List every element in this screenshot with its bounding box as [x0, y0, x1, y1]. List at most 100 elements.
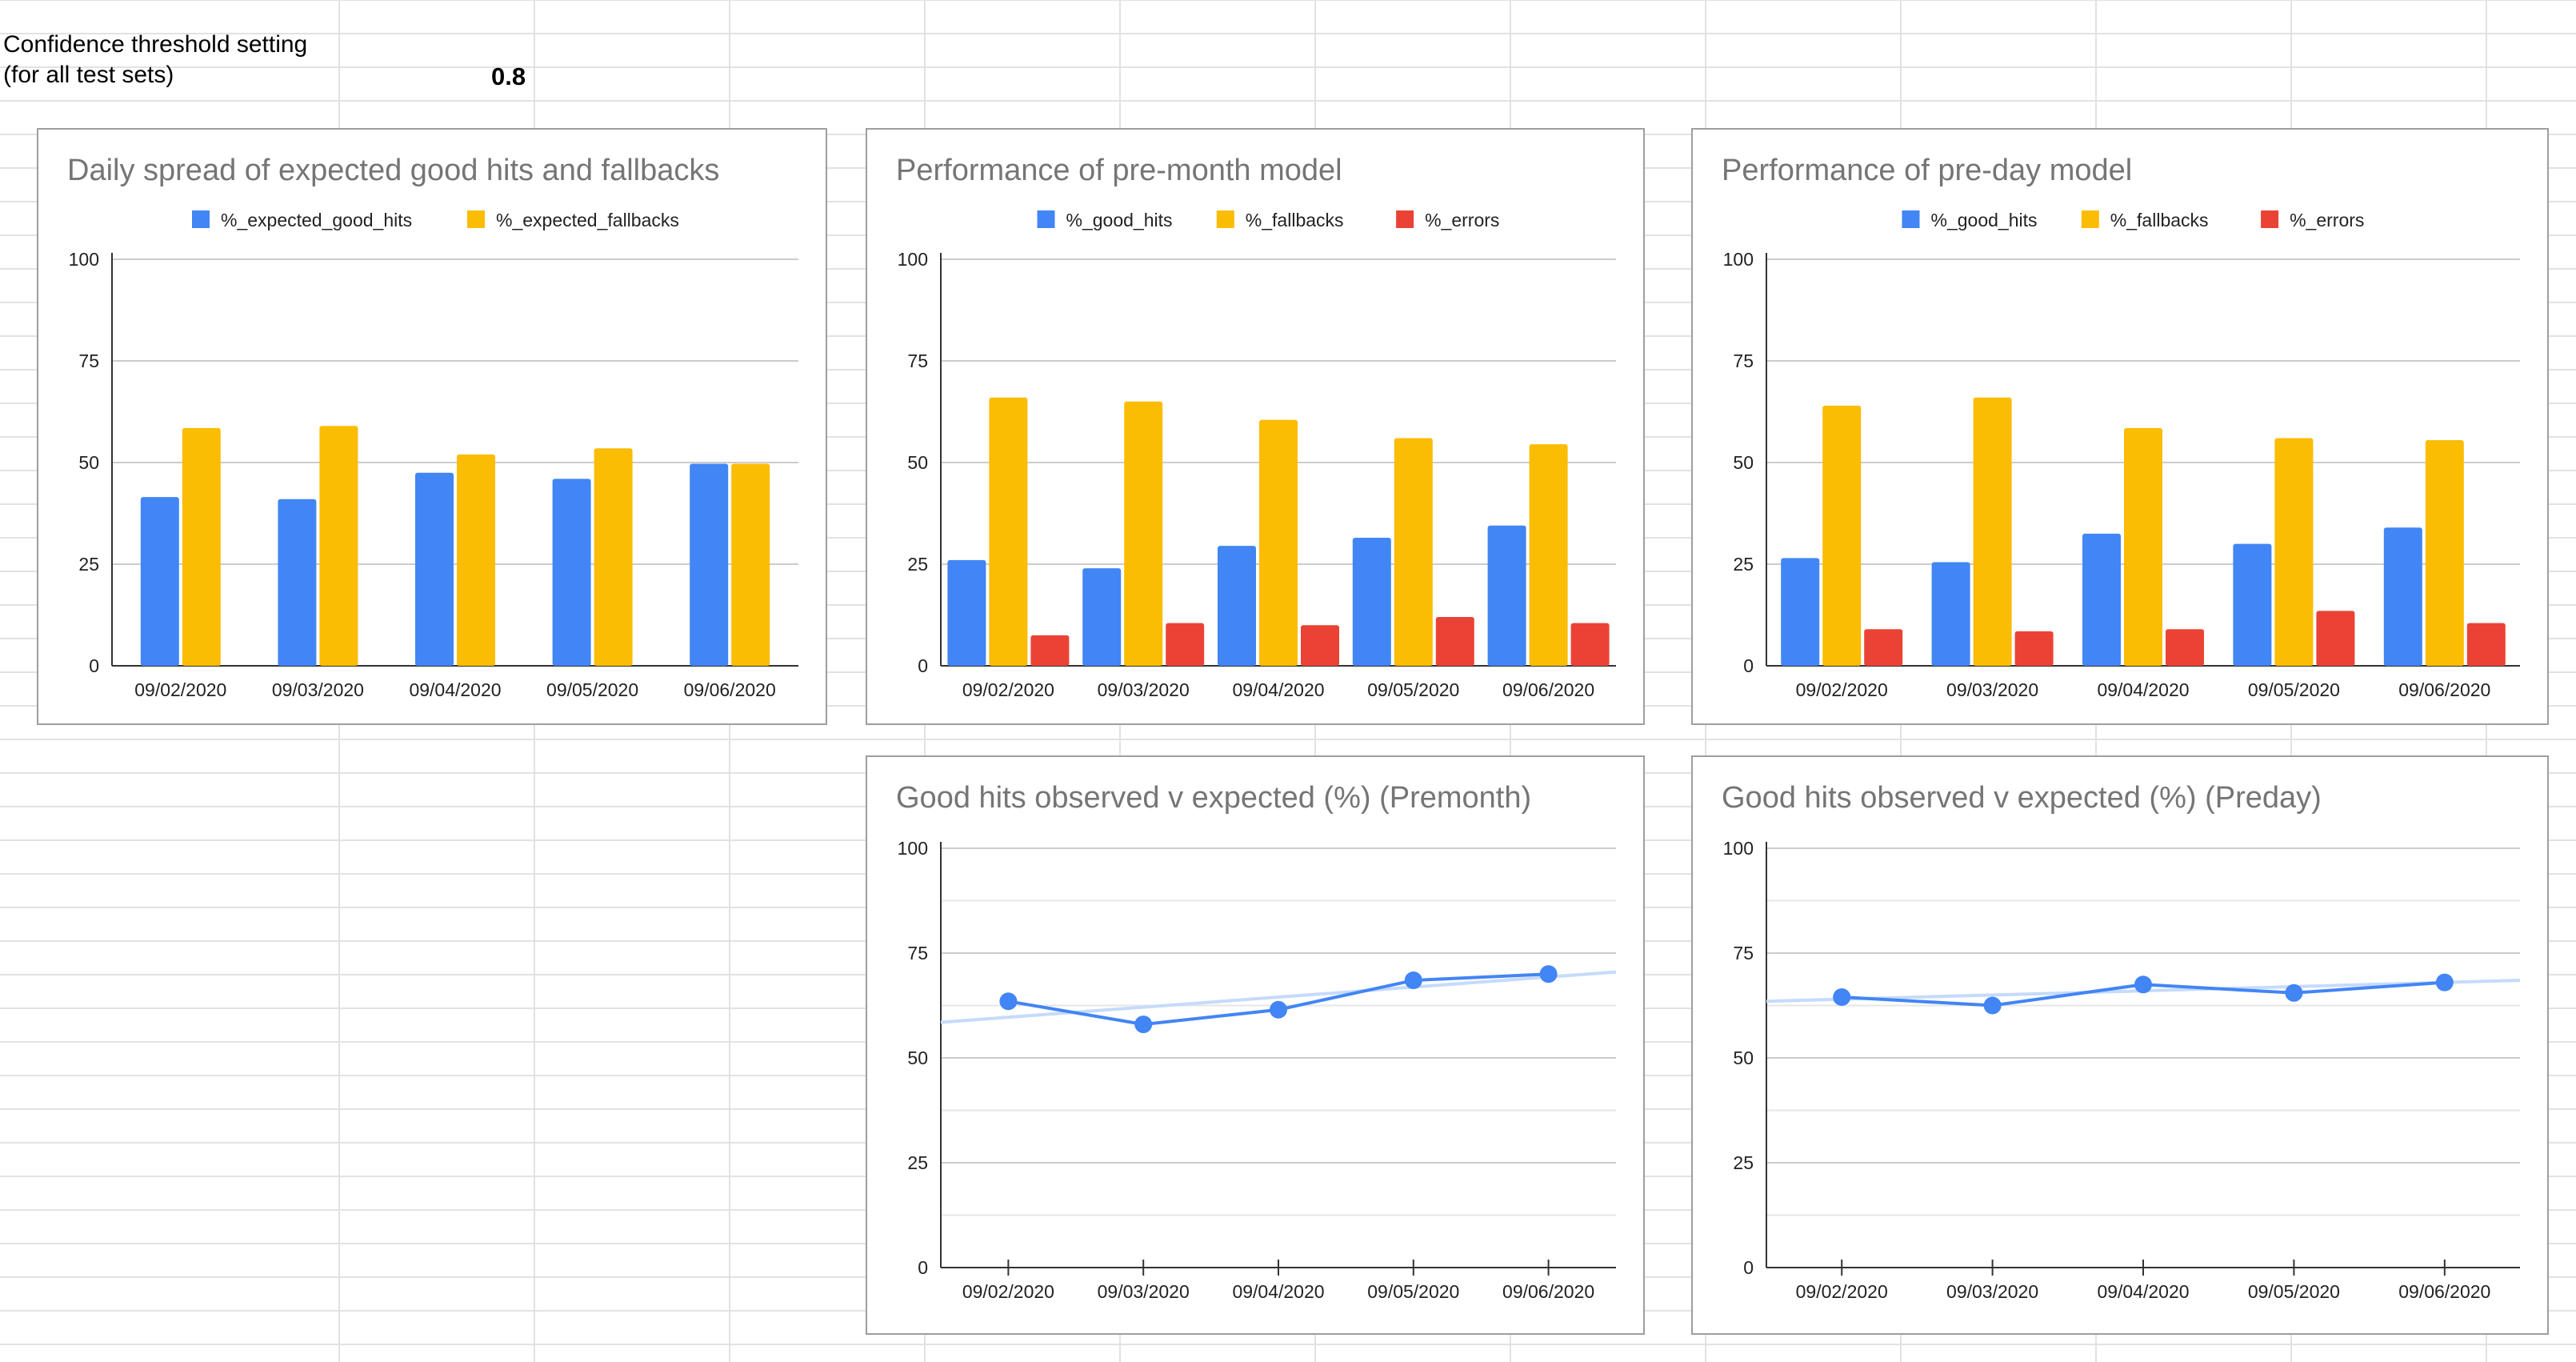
data-point [1983, 996, 2002, 1015]
bar [1218, 546, 1256, 666]
chart-title: Good hits observed v expected (%) (Premo… [896, 781, 1532, 815]
bar [415, 472, 454, 666]
y-tick-label: 100 [69, 249, 99, 270]
y-tick-label: 25 [78, 554, 99, 575]
chart-title: Performance of pre-month model [896, 154, 1342, 187]
bar [2274, 438, 2314, 666]
threshold-value-cell[interactable]: 0.8 [491, 62, 526, 90]
legend-label: %_expected_good_hits [221, 210, 412, 230]
chart-pre-day[interactable]: Performance of pre-day model 0 25 50 75 100 0… [1691, 128, 2549, 725]
bar [1124, 401, 1163, 666]
chart-pre-month[interactable]: Performance of pre-month model 0 25 50 75 10… [866, 128, 1645, 725]
bar [2316, 611, 2355, 666]
chart-plot: 0 25 50 75 100 09/02/2020 09/03/2020 09/04/2020… [898, 838, 1617, 1302]
bar [2166, 629, 2204, 666]
x-tick-label: 09/04/2020 [1232, 679, 1324, 700]
bar [319, 426, 358, 666]
chart-good-hits-preday[interactable]: Good hits observed v expected (%) (Preda… [1691, 755, 2549, 1335]
legend-label: %_errors [1425, 210, 1499, 230]
x-tick-label: 09/03/2020 [1946, 1281, 2038, 1302]
chart-title: Good hits observed v expected (%) (Preda… [1722, 781, 2322, 815]
legend-swatch [1037, 210, 1055, 228]
x-tick-label: 09/05/2020 [2248, 1281, 2340, 1302]
x-tick-label: 09/06/2020 [1502, 679, 1594, 700]
chart-good-hits-premonth[interactable]: Good hits observed v expected (%) (Premo… [866, 755, 1645, 1335]
legend-label: %_expected_fallbacks [496, 210, 679, 230]
x-tick-label: 09/04/2020 [2097, 1281, 2189, 1302]
bar [1082, 568, 1122, 666]
chart-plot: 0 25 50 75 100 09/02/2020 09/03/2020 09/04/2020… [1723, 210, 2520, 700]
y-tick-label: 0 [1743, 1257, 1754, 1278]
y-tick-label: 100 [898, 249, 928, 270]
x-tick-label: 09/04/2020 [1232, 1281, 1324, 1302]
y-tick-label: 0 [918, 1257, 928, 1278]
y-tick-label: 25 [907, 1152, 928, 1173]
legend-swatch [192, 210, 210, 228]
legend-label: %_good_hits [1066, 210, 1173, 230]
bar [989, 397, 1028, 666]
bar [182, 427, 221, 666]
y-tick-label: 50 [78, 452, 99, 473]
data-point [2134, 975, 2152, 994]
data-point [2435, 973, 2454, 991]
x-tick-label: 09/06/2020 [1502, 1281, 1594, 1302]
bar [2425, 440, 2464, 666]
bar [1259, 419, 1298, 666]
bar [2082, 533, 2121, 666]
legend-label: %_good_hits [1931, 210, 2038, 230]
data-point [1404, 971, 1422, 990]
bar [552, 479, 591, 666]
bar [1570, 623, 1610, 666]
threshold-label-line2: (for all test sets) [3, 62, 174, 88]
legend-swatch [1902, 210, 1920, 228]
bar [1301, 625, 1339, 666]
bar [2466, 623, 2506, 666]
chart-title: Performance of pre-day model [1722, 154, 2133, 187]
chart-title: Daily spread of expected good hits and f… [67, 154, 720, 187]
bar [1166, 623, 1205, 666]
bar [1435, 617, 1474, 666]
bar [1529, 444, 1568, 666]
bar [947, 559, 986, 666]
x-tick-label: 09/03/2020 [1098, 1281, 1190, 1302]
bar [2124, 427, 2162, 666]
x-tick-label: 09/03/2020 [1098, 679, 1190, 700]
x-tick-label: 09/04/2020 [409, 679, 501, 700]
bar [690, 463, 729, 666]
bar [731, 463, 770, 666]
x-tick-label: 09/02/2020 [1796, 1281, 1888, 1302]
legend-swatch [1216, 210, 1234, 228]
chart-plot: 0 25 50 75 100 09/02/2020 09/03/2020 09/04/2020… [69, 210, 798, 700]
y-tick-label: 75 [907, 943, 928, 963]
data-point [1539, 965, 1558, 983]
x-tick-label: 09/02/2020 [134, 679, 226, 700]
x-tick-label: 09/05/2020 [2248, 679, 2340, 700]
bar [140, 497, 179, 666]
y-tick-label: 100 [1723, 838, 1754, 859]
y-tick-label: 100 [1723, 249, 1754, 270]
y-tick-label: 50 [1733, 1048, 1754, 1068]
y-tick-label: 75 [78, 351, 99, 371]
x-tick-label: 09/03/2020 [272, 679, 364, 700]
chart-plot: 0 25 50 75 100 09/02/2020 09/03/2020 09/04/2020… [898, 210, 1616, 700]
y-tick-label: 50 [907, 452, 928, 473]
bar [457, 454, 495, 666]
y-tick-label: 50 [907, 1048, 928, 1068]
bar [1781, 558, 1820, 666]
legend-label: %_fallbacks [1246, 210, 1344, 230]
bar [1822, 405, 1862, 666]
x-tick-label: 09/03/2020 [1946, 679, 2038, 700]
chart-daily-spread[interactable]: Daily spread of expected good hits and f… [37, 128, 827, 725]
legend-swatch [1396, 210, 1414, 228]
bar [2014, 631, 2054, 666]
x-tick-label: 09/05/2020 [546, 679, 638, 700]
data-point [2285, 983, 2303, 1002]
y-tick-label: 75 [1733, 351, 1754, 371]
bar [1487, 525, 1526, 666]
x-tick-label: 09/06/2020 [2398, 679, 2490, 700]
data-point [1134, 1015, 1153, 1034]
x-tick-label: 09/02/2020 [962, 1281, 1054, 1302]
bar [1352, 537, 1391, 666]
bar [2233, 543, 2272, 666]
data-point [1270, 1000, 1287, 1019]
